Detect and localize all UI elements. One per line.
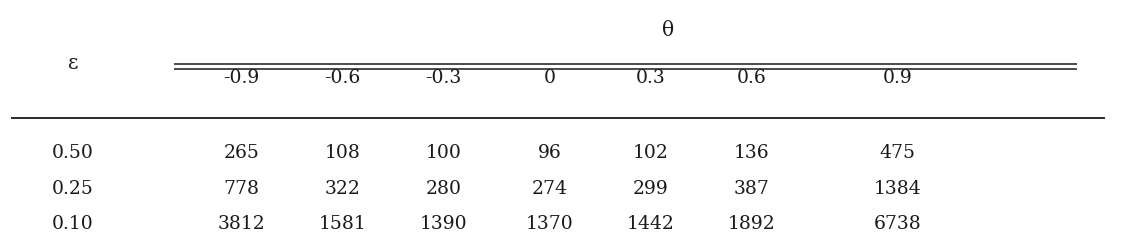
Text: 1384: 1384 [874, 180, 921, 198]
Text: 1892: 1892 [728, 215, 775, 233]
Text: 108: 108 [324, 144, 360, 162]
Text: 3812: 3812 [218, 215, 265, 233]
Text: 0.9: 0.9 [883, 69, 912, 87]
Text: 387: 387 [734, 180, 770, 198]
Text: 100: 100 [425, 144, 461, 162]
Text: 322: 322 [324, 180, 360, 198]
Text: 0: 0 [544, 69, 555, 87]
Text: 0.25: 0.25 [52, 180, 94, 198]
Text: 6738: 6738 [874, 215, 921, 233]
Text: 265: 265 [223, 144, 259, 162]
Text: 778: 778 [223, 180, 259, 198]
Text: -0.3: -0.3 [425, 69, 461, 87]
Text: 102: 102 [633, 144, 669, 162]
Text: 274: 274 [532, 180, 568, 198]
Text: 299: 299 [633, 180, 669, 198]
Text: θ: θ [662, 21, 673, 40]
Text: 0.3: 0.3 [636, 69, 665, 87]
Text: 1370: 1370 [526, 215, 573, 233]
Text: 0.6: 0.6 [737, 69, 766, 87]
Text: 96: 96 [537, 144, 562, 162]
Text: 136: 136 [734, 144, 770, 162]
Text: 0.10: 0.10 [52, 215, 94, 233]
Text: 0.50: 0.50 [52, 144, 94, 162]
Text: 1442: 1442 [627, 215, 674, 233]
Text: 475: 475 [880, 144, 916, 162]
Text: 1581: 1581 [319, 215, 366, 233]
Text: -0.6: -0.6 [324, 69, 360, 87]
Text: ε: ε [67, 54, 79, 73]
Text: 1390: 1390 [420, 215, 467, 233]
Text: -0.9: -0.9 [223, 69, 259, 87]
Text: 280: 280 [425, 180, 461, 198]
